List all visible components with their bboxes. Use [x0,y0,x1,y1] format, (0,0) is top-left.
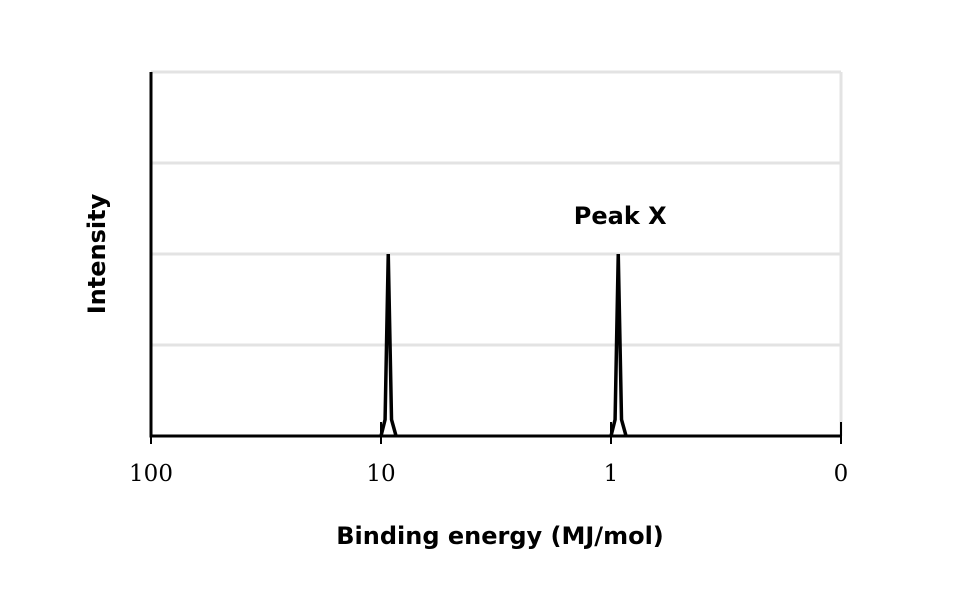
x-tick-label-3: 1 [604,461,619,487]
peak-1-line [379,253,398,437]
x-axis-label: Binding energy (MJ/mol) [336,522,664,550]
x-tick-label-4: 0 [834,461,849,487]
peak-2-line [609,253,628,437]
series-layer [379,253,628,437]
x-ticks: 100 10 1 0 [129,422,848,487]
x-tick-label-2: 10 [366,461,395,487]
y-axis-label: Intensity [83,193,111,314]
annotations: Peak X [574,202,667,230]
gridlines [151,70,841,347]
annotation-1: Peak X [574,202,667,230]
x-tick-label-1: 100 [129,461,173,487]
